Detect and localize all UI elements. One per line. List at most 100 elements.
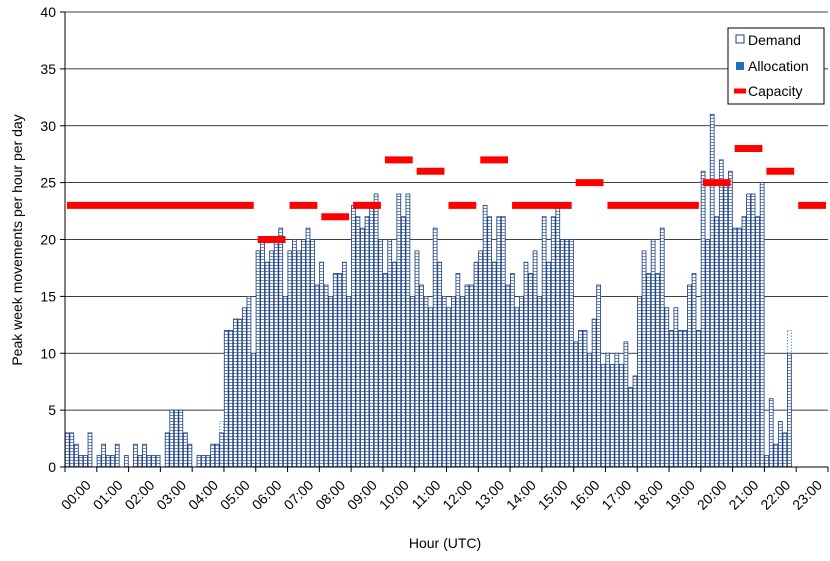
demand-bar [228, 330, 234, 468]
demand-bar [428, 307, 433, 468]
demand-bar [133, 443, 138, 468]
legend-allocation-label: Allocation [748, 58, 809, 74]
demand-bar [305, 227, 311, 468]
demand-bar [632, 375, 638, 468]
demand-bar [505, 284, 511, 468]
demand-bar [296, 250, 302, 468]
demand-bar [609, 364, 615, 468]
legend-demand-marker [735, 34, 745, 44]
demand-bar [687, 284, 692, 468]
demand-bar [405, 193, 411, 468]
demand-bar [328, 295, 334, 468]
capacity-segment [321, 213, 350, 221]
x-tick-label: 14:00 [503, 477, 539, 513]
capacity-segment [575, 179, 604, 187]
x-tick-label: 07:00 [280, 477, 316, 513]
demand-bar [242, 307, 247, 468]
capacity-segment [702, 179, 731, 187]
demand-bar [487, 216, 492, 468]
demand-bar [410, 295, 415, 468]
demand-bar [382, 273, 388, 468]
demand-bar [196, 455, 202, 468]
demand-bar [478, 250, 483, 468]
demand-bar [460, 295, 465, 468]
demand-bar [264, 261, 270, 468]
demand-bar [360, 227, 365, 468]
demand-bar [414, 250, 420, 468]
demand-bar [682, 330, 688, 468]
demand-bar [709, 113, 715, 468]
demand-bar [768, 398, 774, 468]
demand-bar [737, 227, 742, 468]
capacity-segment [480, 156, 509, 164]
demand-bar [419, 284, 424, 468]
x-tick-label: 18:00 [630, 477, 666, 513]
demand-bar [232, 318, 238, 468]
demand-bar [537, 295, 542, 468]
demand-bar [123, 455, 129, 468]
demand-bar [591, 318, 597, 468]
capacity-segment [798, 201, 826, 209]
demand-bar [750, 193, 756, 468]
demand-bar [782, 432, 788, 468]
demand-bar [155, 455, 161, 468]
demand-bar [364, 216, 370, 468]
demand-bar [237, 318, 243, 468]
demand-bar [173, 409, 179, 468]
demand-bar [787, 352, 792, 468]
x-tick-label: 22:00 [757, 477, 793, 513]
demand-bar [573, 341, 579, 468]
demand-bar [301, 239, 306, 468]
demand-bar [696, 330, 701, 468]
demand-bar [437, 261, 443, 468]
demand-bar [446, 307, 452, 468]
capacity-segment [766, 167, 795, 175]
demand-bar [732, 227, 738, 468]
demand-bar [646, 273, 651, 468]
y-tick-label: 10 [40, 345, 56, 361]
demand-bar [623, 341, 629, 468]
demand-bar [219, 432, 225, 468]
demand-bar [777, 421, 783, 468]
demand-bar [773, 443, 779, 468]
demand-bar [718, 159, 724, 468]
x-tick-label: 03:00 [153, 477, 189, 513]
demand-bar [659, 227, 665, 468]
demand-bar [668, 330, 674, 468]
demand-bar [223, 330, 229, 468]
demand-bar [387, 239, 393, 468]
demand-bar [714, 216, 720, 468]
x-tick-label: 20:00 [694, 477, 730, 513]
demand-bar [755, 216, 760, 468]
capacity-segment [607, 201, 699, 209]
y-tick-label: 0 [48, 459, 56, 475]
x-tick-label: 17:00 [598, 477, 634, 513]
demand-bar [337, 273, 343, 468]
demand-bar [423, 295, 429, 468]
demand-bar [528, 273, 533, 468]
x-tick-label: 05:00 [217, 477, 253, 513]
demand-bar [741, 216, 747, 468]
demand-bar [555, 204, 561, 468]
demand-bar [491, 261, 497, 468]
x-tick-label: 02:00 [121, 477, 157, 513]
demand-bar [96, 455, 102, 468]
demand-bar [532, 250, 538, 468]
demand-bar [637, 295, 642, 468]
x-tick-label: 12:00 [439, 477, 475, 513]
x-tick-label: 23:00 [789, 477, 825, 513]
demand-bar [723, 182, 729, 468]
legend-allocation-marker [736, 62, 744, 70]
legend: Demand Allocation Capacity [727, 27, 825, 105]
capacity-segment [67, 201, 254, 209]
y-tick-label: 25 [40, 175, 56, 191]
demand-bar [705, 239, 710, 468]
capacity-lines [67, 145, 826, 243]
demand-bar [541, 216, 547, 468]
demand-bar [564, 239, 570, 468]
demand-bar [201, 455, 206, 468]
x-tick-label: 04:00 [185, 477, 221, 513]
x-tick-label: 13:00 [471, 477, 507, 513]
